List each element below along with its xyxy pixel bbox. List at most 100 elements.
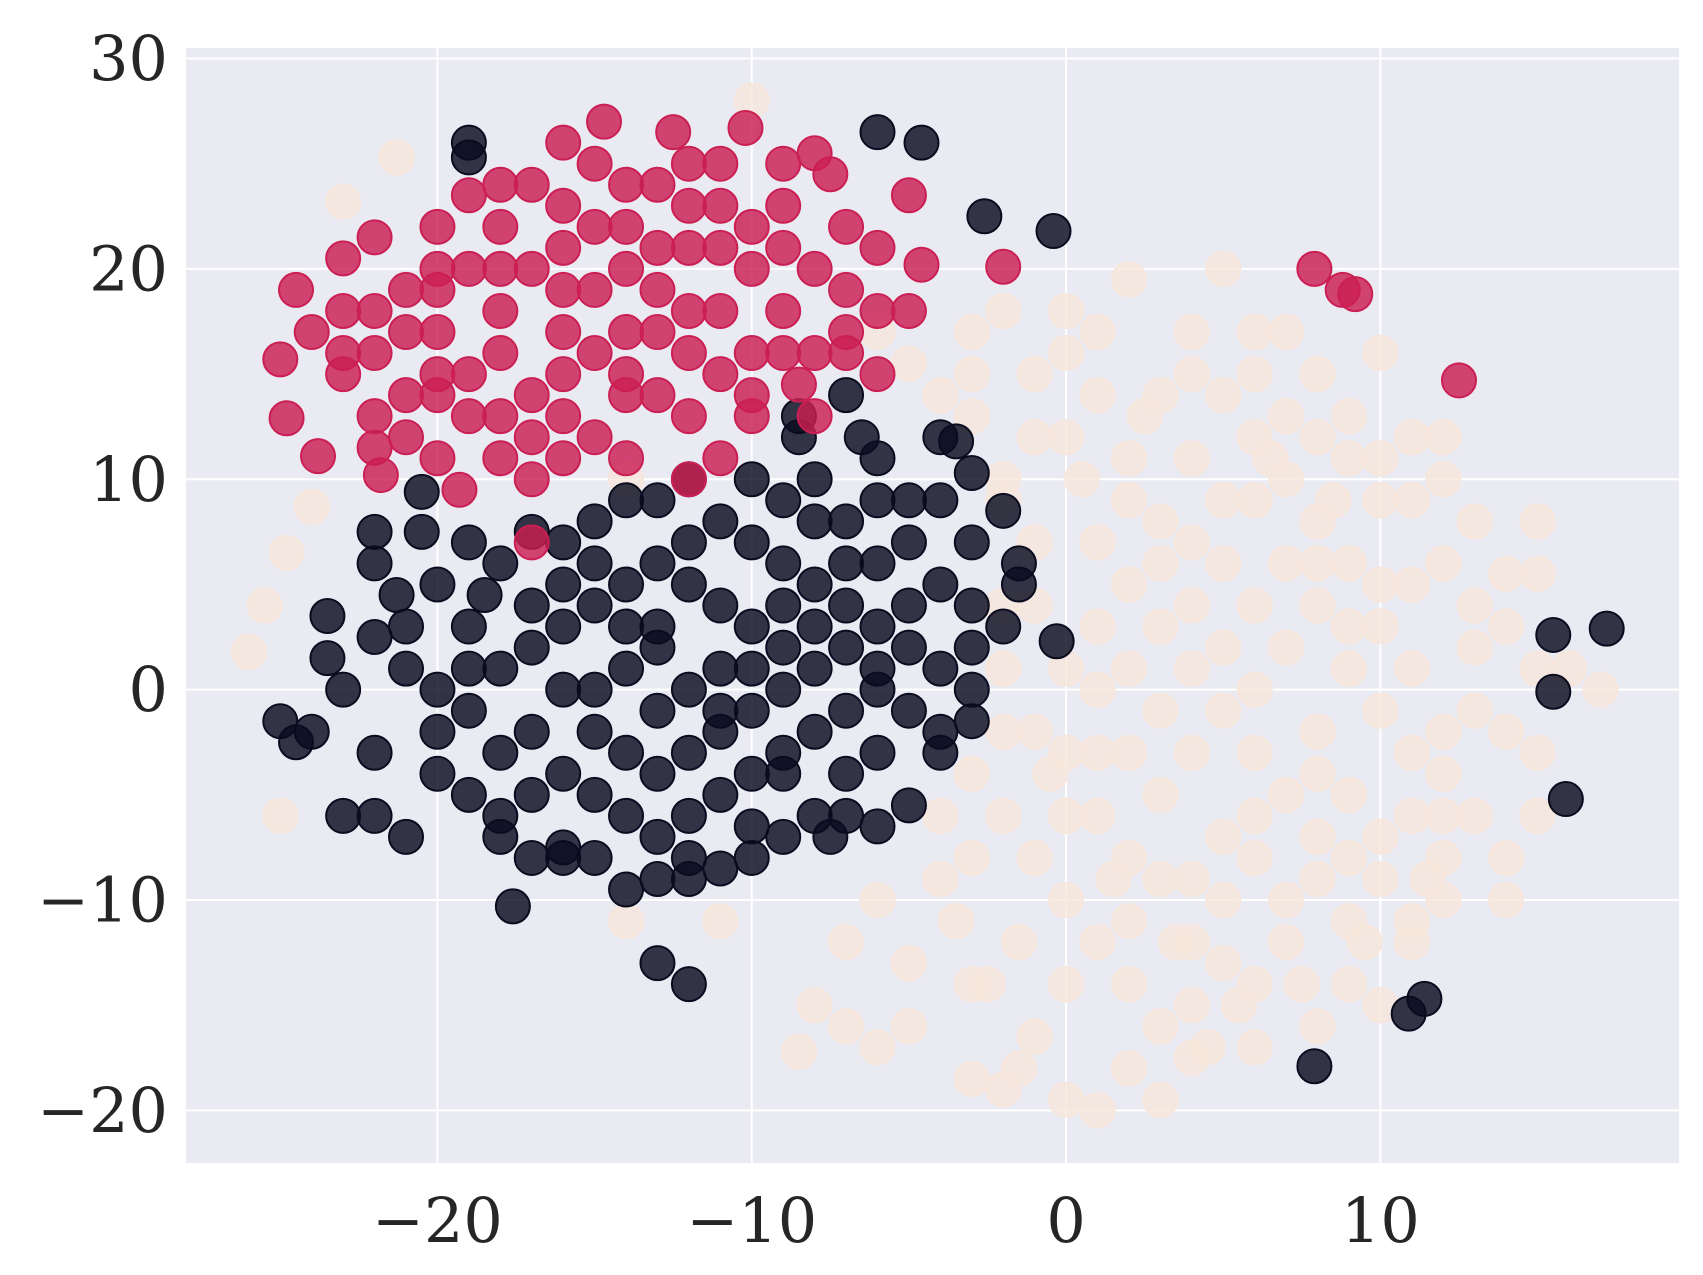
point-s2-29 <box>325 240 362 277</box>
point-s2-28 <box>278 271 315 308</box>
point-s0-77 <box>1488 713 1525 750</box>
point-s1-87 <box>639 545 676 582</box>
point-s0-197 <box>1252 440 1289 477</box>
point-s1-134 <box>765 818 802 855</box>
point-s0-105 <box>1330 545 1367 582</box>
point-s0-120 <box>1362 692 1399 729</box>
point-s1-96 <box>922 650 959 687</box>
point-s0-127 <box>1079 608 1116 645</box>
point-s2-38 <box>765 187 802 224</box>
point-s1-32 <box>639 945 676 982</box>
point-s1-162 <box>765 587 802 624</box>
point-s1-129 <box>450 608 487 645</box>
point-s2-65 <box>513 377 550 414</box>
point-s2-75 <box>513 419 550 456</box>
point-s1-128 <box>953 524 990 561</box>
point-s0-71 <box>1488 555 1525 592</box>
point-s1-36 <box>513 839 550 876</box>
point-s2-22 <box>482 440 519 477</box>
point-s0-35 <box>985 713 1022 750</box>
point-s1-112 <box>608 650 645 687</box>
x-tick-label: −10 <box>686 1184 817 1257</box>
point-s1-22 <box>890 787 927 824</box>
point-s2-77 <box>388 314 425 351</box>
point-s2-37 <box>702 145 739 182</box>
point-s0-60 <box>1173 356 1210 393</box>
point-s2-64 <box>450 398 487 435</box>
x-tick-label: 10 <box>1341 1184 1420 1257</box>
point-s1-111 <box>545 671 582 708</box>
point-s0-118 <box>1299 713 1336 750</box>
point-s0-37 <box>922 860 959 897</box>
point-s2-115 <box>325 335 362 372</box>
point-s1-95 <box>890 629 927 666</box>
point-s0-115 <box>1205 692 1242 729</box>
point-s0-132 <box>1268 882 1305 919</box>
point-s0-104 <box>1362 608 1399 645</box>
point-s1-18 <box>953 629 990 666</box>
point-s1-47 <box>309 640 346 677</box>
point-s1-149 <box>702 650 739 687</box>
point-s2-14 <box>890 292 927 329</box>
point-s2-32 <box>450 177 487 214</box>
point-s1-122 <box>608 608 645 645</box>
point-s0-148 <box>1079 377 1116 414</box>
point-s1-13 <box>953 454 990 491</box>
point-s0-93 <box>1110 966 1147 1003</box>
point-s0-53 <box>985 461 1022 498</box>
point-s2-8 <box>655 114 692 151</box>
point-s0-165 <box>1268 545 1305 582</box>
point-s1-113 <box>670 671 707 708</box>
point-s1-17 <box>985 608 1022 645</box>
point-s1-125 <box>796 608 833 645</box>
point-s1-51 <box>378 576 415 613</box>
point-s0-140 <box>1362 566 1399 603</box>
point-s2-93 <box>702 229 739 266</box>
point-s1-85 <box>576 587 613 624</box>
point-s0-114 <box>1173 650 1210 687</box>
point-s0-136 <box>1110 903 1147 940</box>
point-s2-55 <box>796 250 833 287</box>
point-s0-64 <box>1299 356 1336 393</box>
point-s1-106 <box>796 650 833 687</box>
point-s0-147 <box>1393 482 1430 519</box>
point-s2-80 <box>482 208 519 245</box>
point-s0-42 <box>1016 713 1053 750</box>
point-s1-66 <box>796 461 833 498</box>
point-s2-62 <box>356 335 393 372</box>
point-s0-192 <box>1346 924 1383 961</box>
point-s1-110 <box>482 734 519 771</box>
point-s0-66 <box>1362 335 1399 372</box>
point-s2-53 <box>796 335 833 372</box>
point-s2-21 <box>513 461 550 498</box>
point-s0-99 <box>1299 860 1336 897</box>
point-s2-114 <box>388 271 425 308</box>
point-s2-35 <box>576 145 613 182</box>
point-s0-0 <box>230 633 267 670</box>
point-s1-127 <box>922 566 959 603</box>
point-s1-89 <box>702 503 739 540</box>
point-s1-79 <box>1547 781 1584 818</box>
point-s0-89 <box>1236 1029 1273 1066</box>
point-s0-56 <box>1048 335 1085 372</box>
point-s1-117 <box>576 713 613 750</box>
point-s0-119 <box>1330 650 1367 687</box>
point-s2-20 <box>545 440 582 477</box>
point-s1-120 <box>765 734 802 771</box>
point-s0-154 <box>1456 692 1493 729</box>
point-s0-163 <box>1142 545 1179 582</box>
point-s0-33 <box>985 797 1022 834</box>
point-s0-151 <box>1236 356 1273 393</box>
point-s2-84 <box>733 250 770 287</box>
point-s1-14 <box>985 492 1022 529</box>
point-s0-39 <box>1048 797 1085 834</box>
point-s0-186 <box>1425 419 1462 456</box>
point-s2-16 <box>780 366 817 403</box>
point-s0-194 <box>1456 797 1493 834</box>
point-s0-38 <box>922 797 959 834</box>
point-s1-60 <box>576 503 613 540</box>
point-s2-113 <box>450 250 487 287</box>
point-s2-42 <box>1296 250 1333 287</box>
point-s2-78 <box>325 292 362 329</box>
point-s1-144 <box>890 587 927 624</box>
